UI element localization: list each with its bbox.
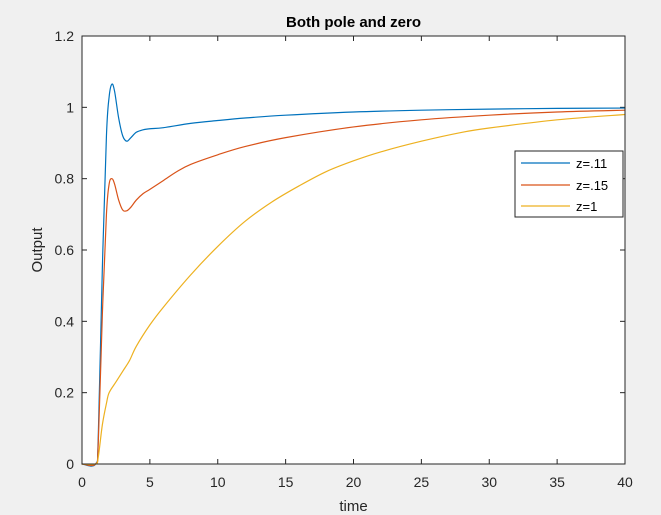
x-tick-label: 35 <box>549 474 565 490</box>
y-tick-label: 0.4 <box>55 313 75 329</box>
chart-title: Both pole and zero <box>286 14 421 31</box>
x-tick-label: 0 <box>78 474 86 490</box>
y-tick-label: 0.6 <box>55 242 75 258</box>
axes-box <box>81 35 626 465</box>
legend[interactable]: z=.11 z=.15 z=1 <box>514 150 624 218</box>
axes: 0 5 10 15 20 25 30 35 40 0 0.2 0.4 0.6 0.8 1 1.2 <box>55 28 633 490</box>
y-tick-label: 0 <box>66 456 74 472</box>
x-axis-label: time <box>339 498 367 515</box>
y-tick-label: 1.2 <box>55 28 75 44</box>
x-tick-label: 30 <box>481 474 497 490</box>
series-line-3 <box>81 113 626 466</box>
x-tick-label: 40 <box>617 474 633 490</box>
y-tick-label: 0.2 <box>55 385 75 401</box>
plot-area[interactable] <box>82 36 625 464</box>
x-tick-label: 5 <box>146 474 154 490</box>
series-line-1 <box>81 83 626 467</box>
legend-label-series-2: z=.15 <box>576 178 608 193</box>
x-tick-label: 15 <box>278 474 294 490</box>
legend-label-series-1: z=.11 <box>576 156 607 171</box>
y-axis-label: Output <box>29 227 46 273</box>
y-tick-label: 1 <box>66 99 74 115</box>
x-tick-label: 20 <box>346 474 362 490</box>
y-tick-label: 0.8 <box>55 171 75 187</box>
x-tick-label: 10 <box>210 474 226 490</box>
series-line-2 <box>81 109 626 467</box>
legend-label-series-3: z=1 <box>576 199 597 214</box>
plot-lines <box>81 83 626 467</box>
x-tick-label: 25 <box>414 474 430 490</box>
